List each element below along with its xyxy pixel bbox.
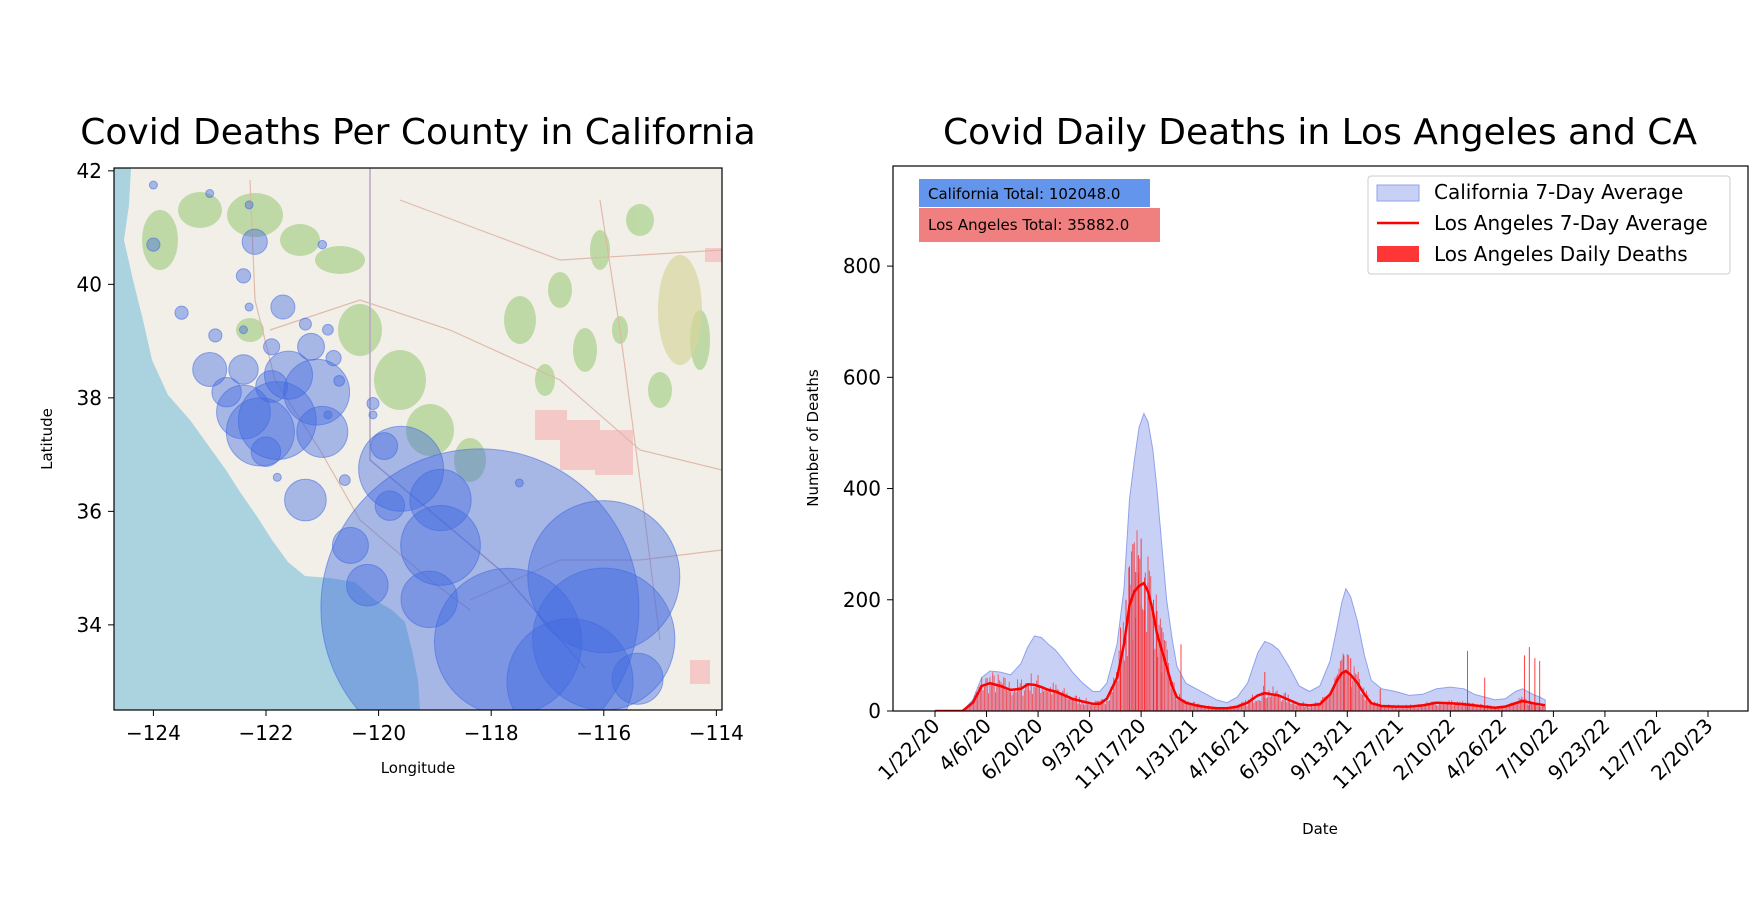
legend-label-california: California 7-Day Average [1434,180,1683,204]
map-x-axis-label: Longitude [381,759,456,777]
county-bubble [148,180,158,190]
county-bubble [374,490,406,521]
county-bubble [192,351,228,387]
map-y-tick-label: 40 [77,272,102,296]
deaths-y-tick-label: 0 [868,699,881,723]
deaths-x-axis-label: Date [1302,820,1338,838]
map-y-axis-label: Latitude [38,408,56,470]
county-bubble [241,228,268,255]
county-bubbles [146,180,681,710]
deaths-chart: Covid Daily Deaths in Los Angeles and CA… [804,112,1749,838]
legend-label-la-average: Los Angeles 7-Day Average [1434,211,1708,235]
la-7day-line [935,581,1546,711]
county-bubble [208,328,223,343]
county-bubble [270,294,296,320]
california-total-text: California Total: 102048.0 [928,185,1120,203]
county-bubble [514,478,524,488]
county-bubble [320,448,640,710]
county-bubble [297,332,325,361]
county-bubble [325,350,342,367]
county-bubble [238,325,248,335]
map-background [114,168,722,710]
deaths-y-axis-label: Number of Deaths [804,369,822,507]
county-bubble [323,410,333,420]
county-bubble [333,374,346,387]
map-x-tick-label: −114 [689,721,744,745]
map-x-tick-label: −120 [351,721,406,745]
county-bubble [317,239,328,250]
california-total-annotation: California Total: 102048.0 [919,179,1150,207]
map-title: Covid Deaths Per County in California [80,112,756,153]
deaths-x-axis: 1/22/204/6/206/20/209/3/2011/17/201/31/2… [873,711,1718,794]
county-bubble [532,567,676,710]
map-x-axis: −124 −122 −120 −118 −116 −114 [126,710,744,745]
county-bubble [235,268,252,284]
county-bubble [346,563,389,607]
map-x-tick-label: −116 [576,721,631,745]
map-x-tick-label: −124 [126,721,181,745]
county-bubble [263,350,314,400]
county-bubble [506,618,634,710]
map-y-tick-label: 38 [77,386,102,410]
county-bubble [250,436,282,467]
county-bubble [368,410,378,420]
county-bubble [366,397,380,411]
county-bubble [400,570,458,629]
county-bubble [205,189,215,199]
county-bubble [146,237,161,252]
legend-item-la-average: Los Angeles 7-Day Average [1377,211,1708,235]
county-bubble [263,338,281,356]
county-bubble [400,505,481,586]
legend: California 7-Day Average Los Angeles 7-D… [1367,175,1731,275]
legend-item-california: California 7-Day Average [1376,180,1683,204]
county-bubble [284,478,327,522]
county-bubble [338,474,351,487]
legend-label-la-daily: Los Angeles Daily Deaths [1434,242,1688,266]
county-bubble [211,376,242,408]
map-x-tick-label: −118 [464,721,519,745]
county-bubble [433,567,583,710]
map-y-tick-label: 36 [77,499,102,523]
deaths-y-tick-label: 200 [843,588,881,612]
deaths-y-tick-label: 600 [843,365,881,389]
legend-item-la-daily: Los Angeles Daily Deaths [1377,242,1688,266]
county-bubble [228,354,259,385]
county-bubble [298,317,312,331]
county-bubble [174,305,189,320]
map-x-tick-label: −122 [239,721,294,745]
deaths-y-axis: 0 200 400 600 800 [843,254,893,723]
deaths-chart-title: Covid Daily Deaths in Los Angeles and CA [943,112,1697,153]
county-bubble [611,652,664,705]
county-bubble [358,425,445,512]
county-bubble [370,432,399,461]
map-y-axis: 34 36 38 40 42 [77,159,114,637]
map-y-tick-label: 42 [77,159,102,183]
map-chart: Covid Deaths Per County in California [38,112,756,777]
county-bubble [244,302,254,312]
deaths-y-tick-label: 800 [843,254,881,278]
la-total-text: Los Angeles Total: 35882.0 [928,216,1129,234]
deaths-y-tick-label: 400 [843,477,881,501]
county-bubble [331,526,369,564]
map-frame [113,167,723,711]
county-bubble [527,500,681,654]
la-total-annotation: Los Angeles Total: 35882.0 [919,208,1160,242]
county-bubble [296,405,349,458]
california-7day-area [935,412,1546,711]
county-bubble [244,200,254,210]
county-bubble [409,468,472,532]
county-bubble [322,323,334,336]
county-bubble [255,370,289,403]
county-bubble [272,472,282,482]
map-y-tick-label: 34 [77,613,102,637]
deaths-chart-frame [892,165,1749,712]
county-bubble [216,384,271,440]
deaths-x-tick-label: 1/22/20 [873,714,944,785]
